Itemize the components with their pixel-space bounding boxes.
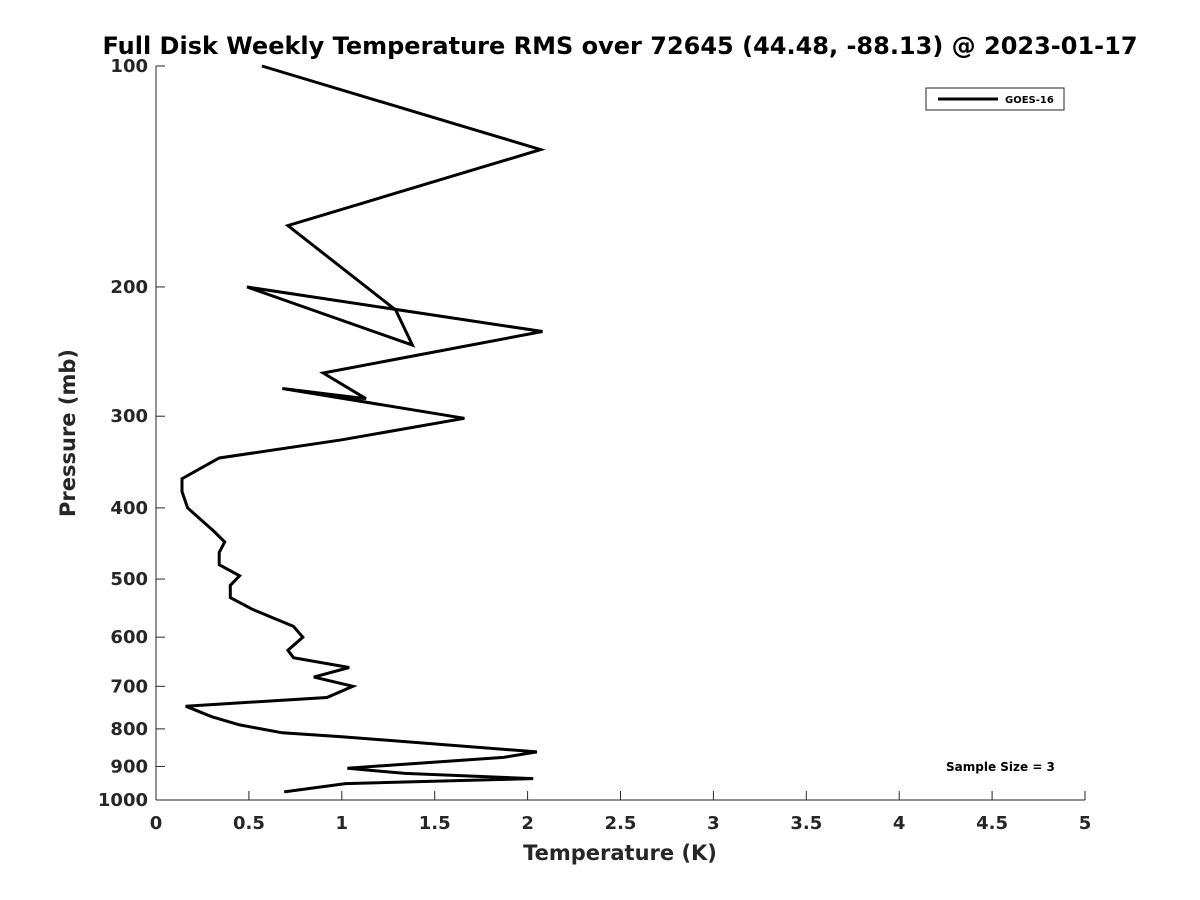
- y-tick-label: 600: [110, 627, 148, 648]
- x-tick-label: 5: [1079, 813, 1092, 834]
- x-tick-label: 3: [707, 813, 720, 834]
- x-tick-label: 1.5: [419, 813, 451, 834]
- y-tick-label: 100: [110, 56, 148, 77]
- x-tick-label: 0.5: [233, 813, 265, 834]
- y-tick-label: 500: [110, 569, 148, 590]
- series-line-goes-16: [180, 64, 546, 794]
- x-tick-label: 4: [893, 813, 906, 834]
- x-tick-label: 1: [336, 813, 349, 834]
- y-tick-label: 300: [110, 406, 148, 427]
- x-axis: 0 0.5 1 1.5 2 2.5 3 3.5 4 4.5 5: [150, 791, 1092, 834]
- x-tick-label: 0: [150, 813, 163, 834]
- x-tick-label: 3.5: [790, 813, 822, 834]
- legend-label-goes-16: GOES-16: [1005, 95, 1054, 106]
- chart-title: Full Disk Weekly Temperature RMS over 72…: [102, 32, 1137, 60]
- x-tick-label: 2: [521, 813, 534, 834]
- x-tick-label: 4.5: [976, 813, 1008, 834]
- x-axis-label: Temperature (K): [523, 841, 717, 865]
- y-tick-label: 700: [110, 676, 148, 697]
- y-tick-label: 800: [110, 719, 148, 740]
- y-axis-label: Pressure (mb): [56, 349, 80, 517]
- y-tick-label: 200: [110, 277, 148, 298]
- y-tick-label: 1000: [98, 790, 148, 811]
- sample-size-annotation: Sample Size = 3: [946, 760, 1055, 774]
- x-tick-label: 2.5: [605, 813, 637, 834]
- y-tick-label: 900: [110, 756, 148, 777]
- series-layer: [180, 64, 546, 794]
- y-axis: 100 200 300 400 500 600 700 800 900 1000: [98, 56, 165, 811]
- legend: GOES-16: [925, 87, 1065, 111]
- y-tick-label: 400: [110, 498, 148, 519]
